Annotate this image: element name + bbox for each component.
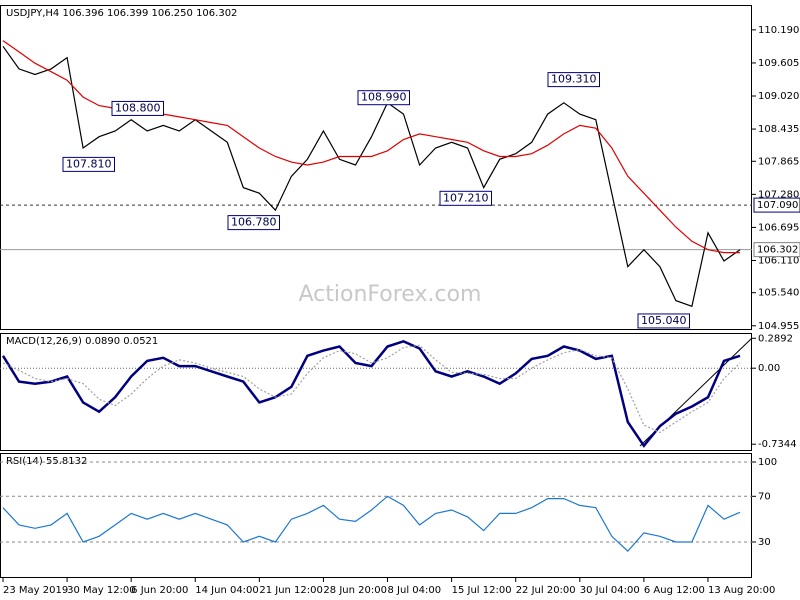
x-tick-label: 30 May 12:00	[67, 585, 136, 596]
x-tick-label: 6 Aug 12:00	[644, 585, 705, 596]
pane-frame	[0, 333, 752, 451]
series-line	[2, 495, 741, 552]
y-tick-label: 107.865	[758, 156, 799, 167]
y-tick-label: 110.190	[758, 25, 799, 36]
annotation-label: 106.780	[231, 216, 277, 229]
y-tick-label: 107.280	[758, 189, 799, 200]
annotation-box	[547, 72, 600, 88]
y-tick-label: -0.7344	[758, 439, 797, 450]
annotation-box	[227, 215, 280, 231]
level-label-box	[753, 197, 800, 213]
x-tick-label: 15 Jul 12:00	[452, 585, 512, 596]
series-line	[2, 45, 741, 308]
annotation-label: 108.990	[361, 91, 407, 104]
annotation-label: 108.800	[115, 101, 161, 114]
x-tick-label: 21 Jun 12:00	[259, 585, 323, 596]
pane-title: MACD(12,26,9) 0.0890 0.0521	[6, 336, 158, 347]
annotation-box	[111, 100, 164, 116]
x-tick-label: 14 Jun 04:00	[195, 585, 259, 596]
y-tick-label: 106.110	[758, 255, 799, 266]
pane-title: USDJPY,H4 106.396 106.399 106.250 106.30…	[6, 8, 237, 19]
series-line	[2, 344, 741, 434]
y-tick-label: 100	[758, 457, 777, 468]
annotation-label: 107.210	[443, 191, 489, 204]
watermark: ActionForex.com	[299, 282, 482, 307]
series-line	[1, 339, 741, 448]
y-tick-label: 106.695	[758, 222, 799, 233]
pane-frame	[0, 5, 752, 330]
annotation-box	[439, 190, 492, 206]
pane-frame	[0, 453, 752, 578]
y-tick-label: 109.605	[758, 58, 799, 69]
x-tick-label: 13 Aug 20:00	[708, 585, 775, 596]
y-tick-label: 108.435	[758, 124, 799, 135]
y-tick-label: 105.540	[758, 288, 799, 299]
y-tick-label: 70	[758, 491, 771, 502]
annotation-label: 109.310	[551, 73, 597, 86]
y-tick-label: 30	[758, 537, 771, 548]
x-tick-label: 28 Jun 20:00	[323, 585, 387, 596]
annotation-box	[637, 313, 690, 329]
y-tick-label: 0.00	[758, 363, 780, 374]
annotation-label: 105.040	[641, 314, 687, 327]
y-tick-label: 0.2892	[758, 333, 793, 344]
annotation-label: 107.810	[66, 157, 112, 170]
y-tick-label: 109.020	[758, 91, 799, 102]
level-label: 107.090	[757, 200, 798, 211]
annotation-box	[357, 90, 410, 106]
annotation-box	[62, 156, 115, 172]
x-tick-label: 6 Jun 20:00	[131, 585, 188, 596]
x-tick-label: 30 Jul 04:00	[580, 585, 640, 596]
x-tick-label: 22 Jul 20:00	[516, 585, 576, 596]
level-label-box	[753, 242, 800, 258]
x-tick-label: 8 Jul 04:00	[388, 585, 442, 596]
y-tick-label: 104.955	[758, 321, 799, 332]
x-tick-label: 23 May 2019	[3, 585, 68, 596]
pane-title: RSI(14) 55.8132	[6, 456, 87, 467]
level-label: 106.302	[757, 245, 798, 256]
